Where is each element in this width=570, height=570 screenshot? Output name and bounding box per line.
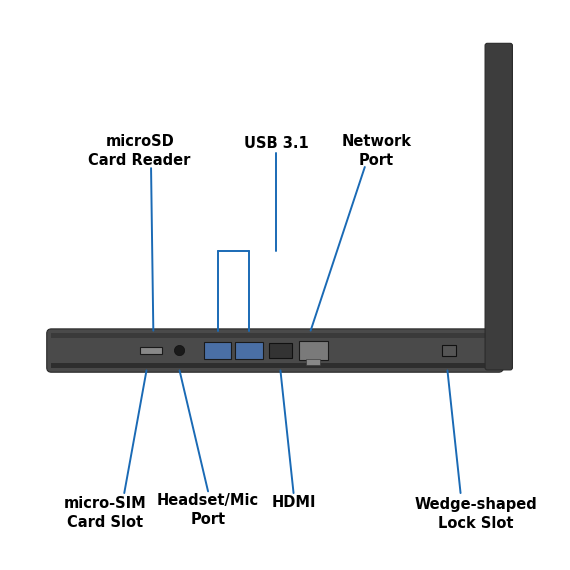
FancyBboxPatch shape	[47, 329, 503, 372]
Bar	[204, 342, 231, 359]
Text: Headset/Mic
Port: Headset/Mic Port	[157, 494, 259, 527]
Bar	[306, 360, 320, 365]
Circle shape	[174, 345, 185, 356]
Bar	[442, 345, 456, 356]
Bar	[51, 333, 499, 338]
Text: microSD
Card Reader: microSD Card Reader	[88, 135, 191, 168]
Bar	[299, 341, 328, 360]
Bar	[269, 343, 292, 358]
Text: USB 3.1: USB 3.1	[244, 136, 309, 151]
Bar	[235, 342, 263, 359]
FancyBboxPatch shape	[485, 43, 512, 370]
Text: HDMI: HDMI	[271, 495, 316, 510]
Text: Wedge-shaped
Lock Slot: Wedge-shaped Lock Slot	[414, 498, 538, 531]
Bar	[140, 347, 162, 354]
Text: Network
Port: Network Port	[341, 135, 411, 168]
Text: micro-SIM
Card Slot: micro-SIM Card Slot	[64, 496, 147, 530]
Bar	[51, 363, 499, 368]
